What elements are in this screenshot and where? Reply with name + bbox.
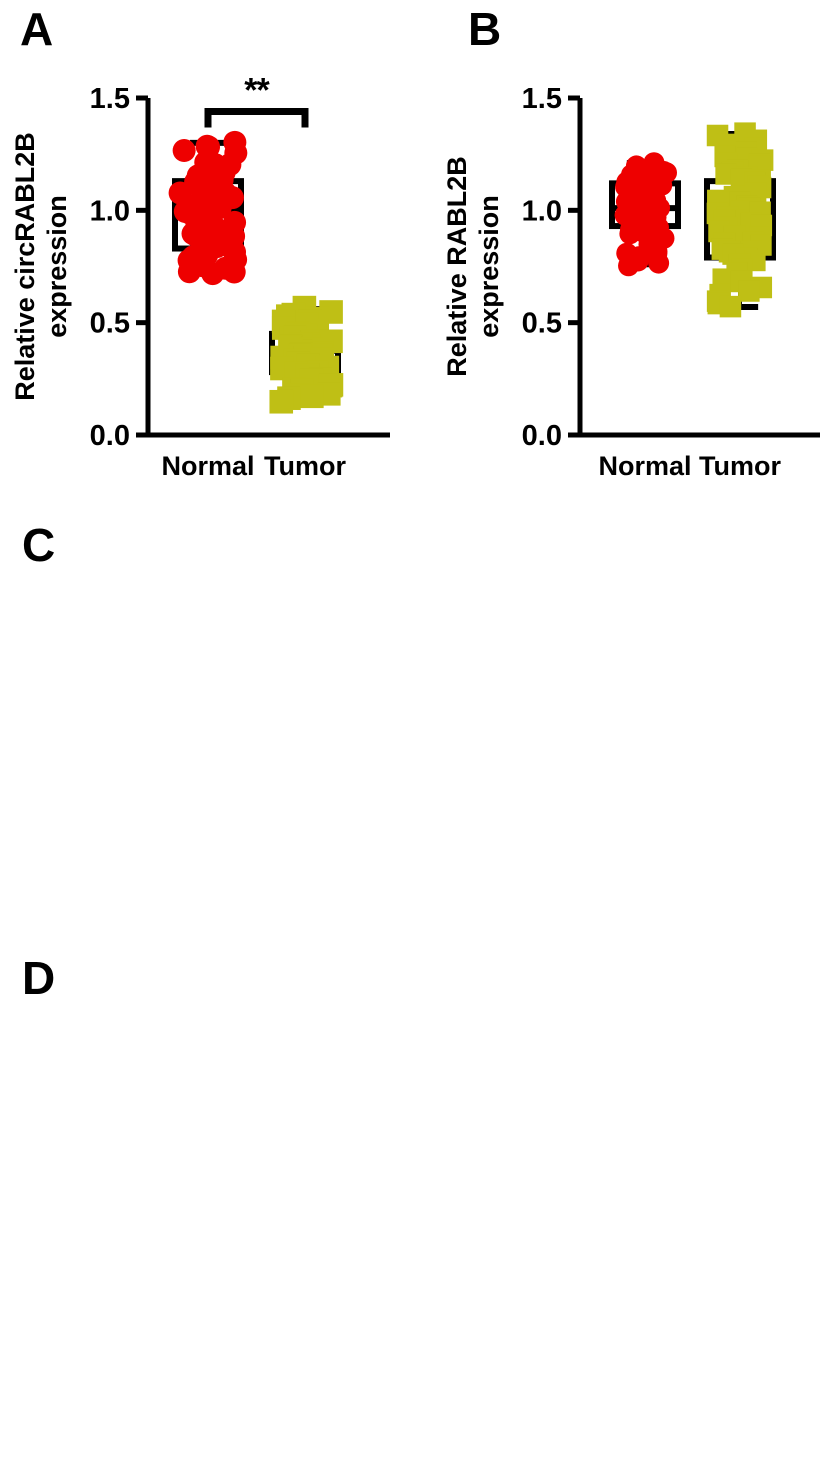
panel-c-label: C [22, 519, 56, 571]
svg-text:Relative circRABL2B: Relative circRABL2B [10, 132, 40, 401]
group-label-normal: Normal [598, 451, 691, 481]
data-point [177, 260, 201, 284]
data-point [618, 255, 640, 277]
scatter-points-normal [614, 152, 677, 277]
y-tick-label: 0.5 [522, 308, 562, 340]
panel-b: 0.0 0.5 1.0 1.5 Relative RABL2B expression Nor… [420, 0, 839, 500]
group-label-normal: Normal [161, 451, 254, 481]
panel-a-label: A [20, 3, 54, 55]
y-tick-label: 0.5 [90, 308, 130, 340]
data-point [172, 139, 196, 163]
significance-stars: ** [244, 71, 270, 109]
y-tick-label: 0.0 [522, 420, 562, 452]
scatter-points-tumor [706, 122, 774, 318]
data-point [738, 280, 760, 302]
panel-a-chart: 0.0 0.5 1.0 1.5 Relative circRABL2B expressio… [10, 71, 390, 481]
y-tick-label: 1.5 [522, 83, 562, 115]
data-point [719, 295, 742, 318]
panel-a: 0.0 0.5 1.0 1.5 Relative circRABL2B expressio… [0, 0, 420, 500]
data-point [300, 384, 324, 409]
data-point [648, 252, 670, 274]
panel-d [0, 940, 839, 1471]
svg-text:expression: expression [474, 195, 504, 338]
panel-b-label: B [468, 3, 502, 55]
data-point [222, 260, 246, 284]
y-tick-label: 1.0 [90, 195, 130, 227]
data-point [269, 389, 294, 414]
panel-c [0, 520, 839, 940]
y-axis-title: Relative circRABL2B expression [10, 132, 72, 401]
scatter-points-normal [168, 130, 248, 286]
data-point [201, 262, 225, 286]
panel-d-chart [0, 940, 839, 1471]
data-point [619, 223, 641, 245]
svg-text:Relative RABL2B: Relative RABL2B [442, 156, 472, 377]
group-label-tumor: Tumor [699, 451, 781, 481]
y-tick-label: 1.5 [90, 83, 130, 115]
panel-b-chart: 0.0 0.5 1.0 1.5 Relative RABL2B expression Nor… [442, 83, 820, 481]
significance-bracket [204, 107, 309, 128]
y-tick-label: 1.0 [522, 195, 562, 227]
panel-d-label: D [22, 952, 56, 1004]
svg-text:expression: expression [42, 195, 72, 338]
y-axis-title: Relative RABL2B expression [442, 156, 504, 377]
y-tick-label: 0.0 [90, 420, 130, 452]
panel-c-chart [0, 520, 839, 940]
group-label-tumor: Tumor [264, 451, 346, 481]
scatter-points-tumor [269, 295, 344, 414]
